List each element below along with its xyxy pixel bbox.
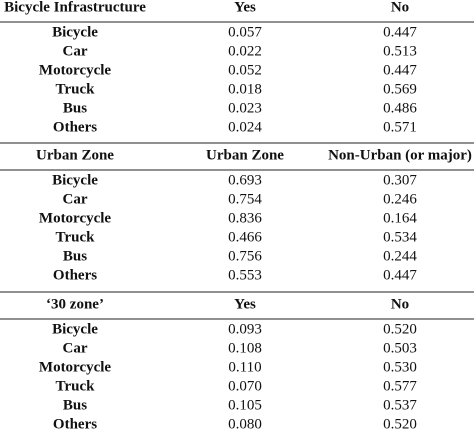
cell: 0.024 <box>228 119 262 135</box>
cell: 0.057 <box>228 24 262 40</box>
cell: 0.503 <box>383 340 417 356</box>
row-label: Bus <box>63 100 87 116</box>
cell: 0.070 <box>228 378 262 394</box>
header-cell: No <box>391 0 409 15</box>
row-label: Bicycle <box>52 172 98 188</box>
cell: 0.022 <box>228 43 262 59</box>
cell: 0.754 <box>228 191 262 207</box>
cell: 0.052 <box>228 62 262 78</box>
header-cell: No <box>391 296 409 312</box>
row-label: Others <box>53 416 97 432</box>
cell: 0.513 <box>383 43 417 59</box>
cell: 0.836 <box>228 210 262 226</box>
cell: 0.520 <box>383 416 417 432</box>
row-label: Motorcycle <box>39 359 112 375</box>
header-cell: Non-Urban (or major) <box>328 147 472 163</box>
row-label: Bicycle <box>52 24 98 40</box>
cell: 0.447 <box>383 24 417 40</box>
row-label: Motorcycle <box>39 62 112 78</box>
cell: 0.080 <box>228 416 262 432</box>
row-label: Bicycle <box>52 321 98 337</box>
cell: 0.486 <box>383 100 417 116</box>
cell: 0.466 <box>228 229 262 245</box>
cell: 0.520 <box>383 321 417 337</box>
header-cell: Urban Zone <box>206 147 284 163</box>
cell: 0.110 <box>228 359 261 375</box>
row-label: Car <box>63 43 88 59</box>
row-label: Bus <box>63 397 87 413</box>
row-label: Motorcycle <box>39 210 112 226</box>
cell: 0.553 <box>228 267 262 283</box>
cell: 0.164 <box>383 210 417 226</box>
cell: 0.246 <box>383 191 417 207</box>
cell: 0.530 <box>383 359 417 375</box>
cell: 0.105 <box>228 397 262 413</box>
cell: 0.108 <box>228 340 262 356</box>
header-cell: Yes <box>234 0 256 15</box>
header-cell: Urban Zone <box>36 147 114 163</box>
header-cell: ‘30 zone’ <box>46 296 104 312</box>
cell: 0.569 <box>383 81 417 97</box>
row-label: Car <box>63 191 88 207</box>
row-label: Truck <box>56 378 96 394</box>
cell: 0.537 <box>383 397 417 413</box>
cell: 0.577 <box>383 378 417 394</box>
cell: 0.244 <box>383 248 417 264</box>
cell: 0.093 <box>228 321 262 337</box>
cell: 0.756 <box>228 248 262 264</box>
cell: 0.534 <box>383 229 417 245</box>
header-cell: Yes <box>234 296 256 312</box>
cell: 0.307 <box>383 172 417 188</box>
row-label: Others <box>53 119 97 135</box>
row-label: Truck <box>56 229 96 245</box>
row-label: Bus <box>63 248 87 264</box>
cell: 0.693 <box>228 172 262 188</box>
cell: 0.571 <box>383 119 417 135</box>
row-label: Others <box>53 267 97 283</box>
header-cell: Bicycle Infrastructure <box>4 0 146 15</box>
cell: 0.018 <box>228 81 262 97</box>
row-label: Truck <box>56 81 96 97</box>
cell: 0.023 <box>228 100 262 116</box>
cell: 0.447 <box>383 62 417 78</box>
cell: 0.447 <box>383 267 417 283</box>
row-label: Car <box>63 340 88 356</box>
